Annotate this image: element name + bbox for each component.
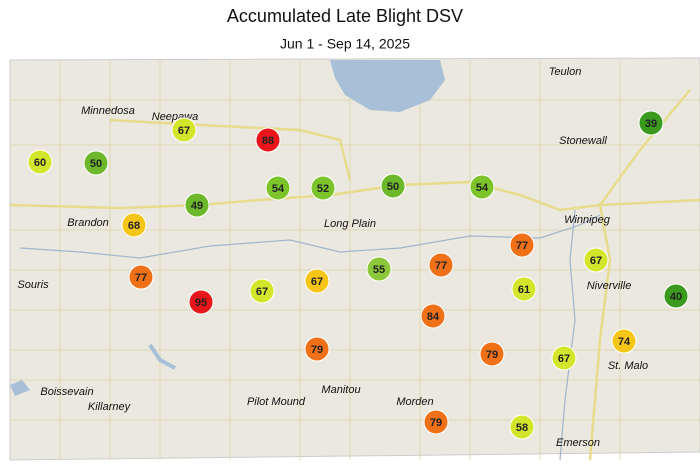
town-label: St. Malo — [608, 360, 648, 372]
station-marker — [511, 276, 537, 302]
station-marker — [663, 283, 689, 309]
highway — [588, 204, 612, 461]
town-label: Niverville — [587, 280, 632, 292]
station-marker — [188, 289, 214, 315]
station-marker — [265, 175, 291, 201]
station-value: 79 — [311, 344, 323, 356]
station-marker — [27, 149, 53, 175]
station-markers: 67 88 60 50 54 52 50 54 39 49 68 77 77 95 67 67 55 77 67 61… — [27, 110, 689, 440]
station-value: 49 — [191, 200, 203, 212]
station-marker — [366, 256, 392, 282]
station-marker — [121, 212, 147, 238]
station-marker — [428, 252, 454, 278]
station-value: 61 — [518, 284, 530, 296]
station-marker — [583, 247, 609, 273]
station-value: 95 — [195, 297, 207, 309]
highway — [598, 89, 691, 206]
town-label: Boissevain — [40, 386, 93, 398]
station-marker — [469, 174, 495, 200]
station-value: 67 — [590, 255, 602, 267]
station-marker — [171, 117, 197, 143]
station-marker — [638, 110, 664, 136]
station-marker — [184, 192, 210, 218]
station-marker — [249, 278, 275, 304]
station-value: 54 — [476, 182, 489, 194]
lake — [148, 343, 176, 370]
highway — [109, 118, 352, 181]
station-marker — [380, 173, 406, 199]
station-marker — [255, 127, 281, 153]
town-label: Pilot Mound — [247, 396, 306, 408]
station-marker — [509, 414, 535, 440]
town-label: Stonewall — [559, 135, 607, 147]
station-marker — [304, 268, 330, 294]
station-value: 67 — [256, 286, 268, 298]
town-label: Long Plain — [324, 218, 376, 230]
station-marker — [551, 345, 577, 371]
station-marker — [128, 264, 154, 290]
town-label: Souris — [17, 279, 49, 291]
station-value: 79 — [486, 349, 498, 361]
station-value: 60 — [34, 157, 46, 169]
station-value: 58 — [516, 422, 528, 434]
station-value: 88 — [262, 135, 274, 147]
town-label: Brandon — [67, 217, 109, 229]
station-marker — [423, 409, 449, 435]
town-label: Morden — [396, 396, 433, 408]
station-value: 50 — [90, 158, 102, 170]
town-label: Minnedosa — [81, 105, 135, 117]
town-label: Winnipeg — [564, 214, 611, 226]
subtitle: Jun 1 - Sep 14, 2025 — [280, 36, 410, 52]
station-value: 74 — [618, 336, 631, 348]
basemap — [9, 57, 700, 461]
station-marker — [304, 336, 330, 362]
station-value: 54 — [272, 183, 285, 195]
station-value: 55 — [373, 264, 385, 276]
land — [9, 57, 700, 461]
road-grid-v — [59, 60, 621, 460]
station-value: 67 — [558, 353, 570, 365]
station-value: 68 — [128, 220, 140, 232]
lake — [10, 380, 30, 396]
station-marker — [611, 328, 637, 354]
station-value: 84 — [427, 311, 440, 323]
station-value: 77 — [516, 240, 528, 252]
station-marker — [83, 150, 109, 176]
station-value: 67 — [311, 276, 323, 288]
station-marker — [310, 175, 336, 201]
title: Accumulated Late Blight DSV — [227, 6, 463, 26]
station-marker — [479, 341, 505, 367]
station-marker — [509, 232, 535, 258]
town-label: Killarney — [88, 401, 132, 413]
river — [19, 214, 601, 259]
town-label: Emerson — [556, 437, 600, 449]
station-value: 79 — [430, 417, 442, 429]
town-label: Teulon — [549, 66, 582, 78]
station-value: 77 — [135, 272, 147, 284]
lake — [330, 60, 445, 112]
station-value: 52 — [317, 183, 329, 195]
river — [559, 209, 576, 461]
station-marker — [420, 303, 446, 329]
station-value: 77 — [435, 260, 447, 272]
station-value: 39 — [645, 118, 657, 130]
town-label: Manitou — [321, 384, 360, 396]
station-value: 40 — [670, 291, 682, 303]
station-value: 67 — [178, 125, 190, 137]
station-value: 50 — [387, 181, 399, 193]
